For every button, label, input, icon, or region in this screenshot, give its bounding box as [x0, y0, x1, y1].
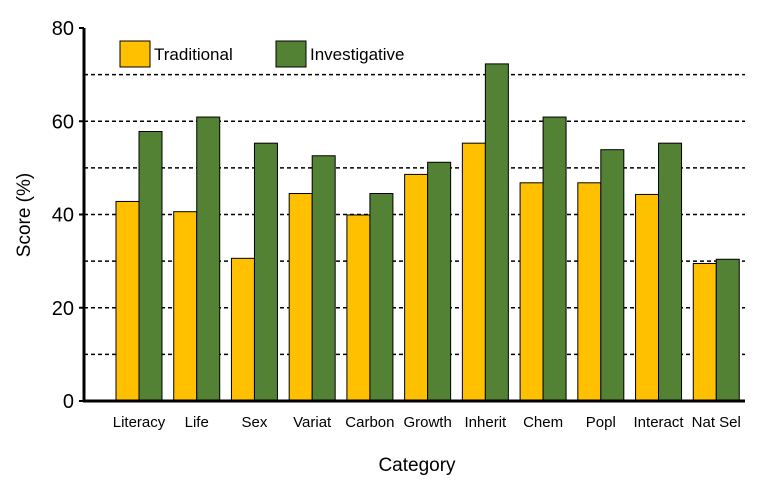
- bar-traditional-nat-sel: [692, 262, 717, 402]
- bar-traditional-popl: [577, 182, 602, 402]
- bar-traditional-interact: [635, 193, 660, 402]
- bar-investigative-inherit: [484, 63, 509, 402]
- bar-traditional-chem: [519, 182, 544, 402]
- y-tick-label: 40: [52, 205, 74, 227]
- y-axis-title: Score (%): [14, 173, 35, 257]
- legend-label-traditional: Traditional: [154, 45, 233, 64]
- bars: [115, 63, 740, 402]
- x-tick-label: Carbon: [345, 414, 394, 431]
- bar-traditional-growth: [404, 173, 429, 402]
- x-tick-label: Growth: [403, 414, 451, 431]
- x-tick-label: Life: [185, 414, 209, 431]
- x-tick-label: Sex: [242, 414, 268, 431]
- legend-swatch-traditional: [119, 40, 151, 68]
- x-tick-label: Popl: [586, 414, 616, 431]
- legend: Traditional Investigative: [119, 40, 405, 68]
- bar-traditional-literacy: [115, 200, 140, 402]
- bar-investigative-variat: [311, 155, 336, 402]
- x-tick-label: Variat: [293, 414, 332, 431]
- y-tick-label: 0: [63, 391, 74, 413]
- bar-traditional-life: [173, 211, 198, 402]
- bar-investigative-chem: [542, 116, 567, 402]
- bar-investigative-sex: [253, 142, 278, 402]
- bar-investigative-carbon: [369, 193, 394, 402]
- bar-investigative-interact: [658, 142, 683, 402]
- x-tick-label: Chem: [523, 414, 563, 431]
- legend-label-investigative: Investigative: [310, 45, 405, 64]
- bar-traditional-sex: [230, 257, 255, 402]
- bar-traditional-variat: [288, 193, 313, 402]
- bar-traditional-inherit: [461, 142, 486, 402]
- bar-investigative-growth: [427, 161, 452, 402]
- y-tick-label: 60: [52, 111, 74, 133]
- bar-investigative-literacy: [138, 131, 163, 402]
- bar-investigative-popl: [600, 149, 625, 402]
- x-axis-title: Category: [378, 455, 456, 476]
- y-tick-label: 80: [52, 18, 74, 40]
- x-tick-label: Interact: [634, 414, 685, 431]
- legend-swatch-investigative: [275, 40, 307, 68]
- x-tick-label: Nat Sel: [692, 414, 741, 431]
- bar-investigative-nat-sel: [715, 258, 740, 402]
- y-tick-label: 20: [52, 298, 74, 320]
- bar-traditional-carbon: [346, 214, 371, 402]
- x-tick-label: Literacy: [113, 414, 166, 431]
- x-tick-label: Inherit: [465, 414, 508, 431]
- x-axis-tick-labels: Literacy Life Sex Variat Carbon Growth Inherit…: [113, 414, 741, 431]
- bar-investigative-life: [196, 116, 221, 402]
- y-axis-ticks: 0 20 40 60 80: [52, 18, 84, 413]
